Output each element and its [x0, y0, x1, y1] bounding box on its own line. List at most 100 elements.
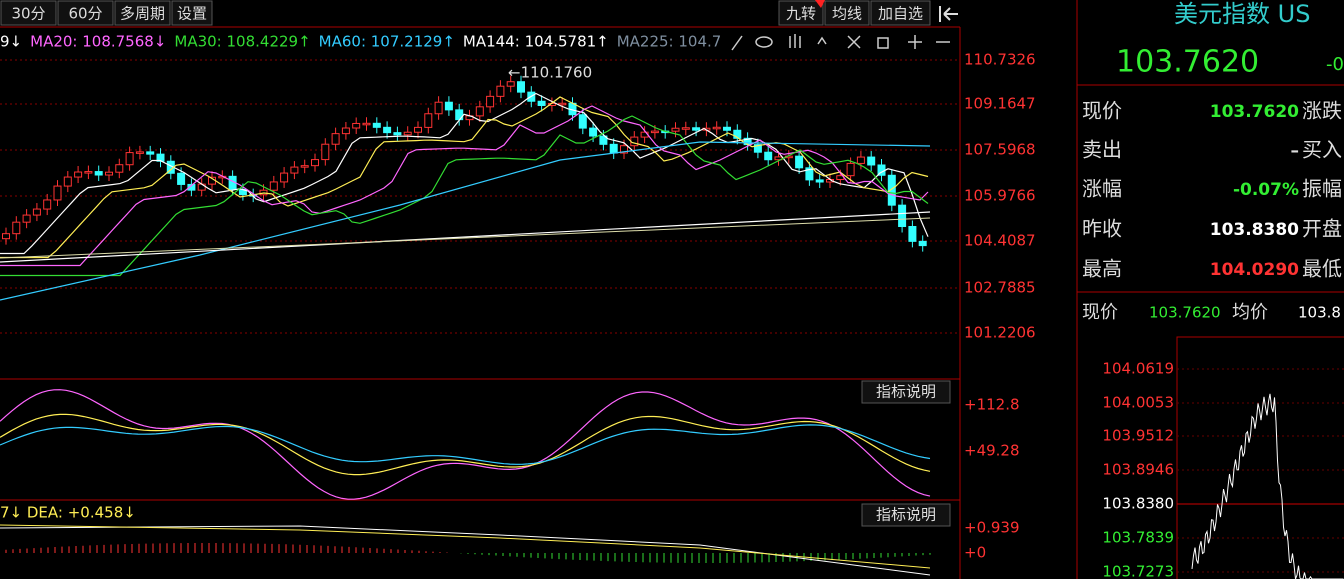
- quote-value: 103.8380: [1210, 220, 1299, 240]
- high-annotation: ←110.1760: [508, 64, 592, 82]
- candle-body: [84, 171, 93, 174]
- indicator-button[interactable]: [861, 380, 951, 404]
- mini-price-line: [1191, 393, 1344, 579]
- ma-legend-item: MA30: 108.4229↑: [174, 33, 310, 51]
- candle-body: [403, 131, 412, 136]
- quote-label: 涨跌: [1302, 99, 1342, 123]
- flag-icon: [815, 0, 825, 8]
- ma-legend-item: MA20: 108.7568↓: [30, 33, 166, 51]
- toolbar-button[interactable]: [0, 0, 57, 26]
- mini-axis-label: 103.8946: [1102, 461, 1174, 479]
- indicator-button-label[interactable]: 指标说明: [876, 506, 936, 524]
- candle-body: [94, 171, 103, 176]
- ma-line: [0, 211, 931, 263]
- toolbar-label[interactable]: 均线: [832, 5, 862, 23]
- price-axis-label: 109.1647: [964, 95, 1036, 113]
- quote-label: 最低: [1302, 257, 1342, 281]
- candle-body: [506, 81, 515, 87]
- quote-title: 美元指数 US: [1174, 0, 1310, 28]
- ma-line: [0, 105, 929, 267]
- candle-body: [146, 151, 155, 155]
- candle-body: [692, 127, 701, 131]
- candle-body: [753, 144, 762, 153]
- candle-body: [774, 156, 783, 161]
- ma-line: [0, 115, 929, 277]
- toolbar-button[interactable]: [824, 0, 870, 26]
- candle-body: [846, 162, 855, 177]
- chart-tool-icon[interactable]: [755, 36, 773, 48]
- toolbar-button[interactable]: [171, 0, 213, 26]
- candle-body: [311, 159, 319, 167]
- candle-body: [475, 106, 484, 117]
- candle-body: [578, 114, 587, 129]
- candle-body: [599, 135, 608, 145]
- candle-body: [650, 130, 659, 134]
- toolbar-label[interactable]: 设置: [177, 5, 207, 23]
- chart-tool-icon[interactable]: [908, 35, 922, 49]
- indicator-axis-label: +49.28: [964, 442, 1020, 460]
- candle-body: [135, 151, 144, 154]
- toolbar-label[interactable]: 30分: [11, 5, 45, 23]
- toolbar-button[interactable]: [778, 0, 824, 26]
- toolbar-button[interactable]: [114, 0, 171, 26]
- toolbar-label[interactable]: 九转: [786, 5, 816, 23]
- indicator-button[interactable]: [861, 503, 951, 527]
- candle-body: [362, 122, 371, 126]
- exit-icon[interactable]: [939, 6, 958, 22]
- ma-legend-item: MA144: 104.5781↑: [463, 33, 609, 51]
- candle-body: [269, 181, 278, 191]
- candle-body: [856, 156, 865, 164]
- chart-tool-icon[interactable]: [877, 37, 889, 49]
- candle-body: [898, 204, 907, 228]
- chart-tool-icon[interactable]: [731, 35, 743, 51]
- mini-axis-label: 104.0619: [1102, 360, 1174, 378]
- candle-body: [300, 165, 309, 168]
- candle-body: [434, 101, 443, 115]
- candle-body: [352, 122, 361, 129]
- candle-body: [486, 95, 495, 108]
- candle-body: [393, 132, 402, 136]
- ma-line: [0, 92, 929, 255]
- toolbar-label[interactable]: 加自选: [878, 5, 923, 23]
- toolbar-button[interactable]: [57, 0, 114, 26]
- candle-body: [74, 171, 83, 178]
- mini-value: 103.7620: [1149, 304, 1221, 322]
- toolbar-label[interactable]: 多周期: [120, 5, 165, 23]
- quote-value: –: [1291, 141, 1300, 161]
- candle-body: [764, 151, 773, 161]
- ma-line: [0, 141, 931, 301]
- ma-legend-item: MA225: 104.7: [617, 33, 722, 51]
- chart-tool-icon[interactable]: [847, 35, 861, 49]
- candle-body: [290, 166, 299, 174]
- candle-body: [537, 100, 546, 106]
- quote-label: 现价: [1082, 99, 1122, 123]
- indicator-axis-label: +0: [964, 544, 986, 562]
- mini-axis-label: 103.9512: [1102, 427, 1174, 445]
- indicator-button-label[interactable]: 指标说明: [876, 383, 936, 401]
- candle-body: [609, 143, 618, 154]
- ma-legend-item: 9↓: [0, 33, 22, 51]
- mini-axis-label: 104.0053: [1102, 394, 1174, 412]
- toolbar-button[interactable]: [870, 0, 931, 26]
- candle-body: [321, 143, 330, 161]
- candle-body: [867, 156, 876, 166]
- candle-body: [32, 208, 41, 216]
- mini-chart-frame: [1176, 336, 1344, 579]
- mini-label: 均价: [1232, 302, 1268, 323]
- price-axis-label: 110.7326: [964, 51, 1036, 69]
- candle-body: [2, 233, 10, 240]
- toolbar-label[interactable]: 60分: [68, 5, 102, 23]
- candle-body: [681, 127, 690, 130]
- mini-axis-label: 103.7839: [1102, 529, 1174, 547]
- chart-tool-icon[interactable]: [789, 34, 801, 48]
- mini-value: 103.8: [1298, 304, 1341, 322]
- candle-body: [43, 199, 52, 210]
- candle-body: [558, 102, 567, 106]
- mini-label: 现价: [1082, 302, 1118, 323]
- candle-body: [620, 145, 628, 154]
- candle-body: [887, 174, 896, 206]
- ma-line: [0, 217, 931, 259]
- chart-tool-icon[interactable]: [817, 36, 827, 45]
